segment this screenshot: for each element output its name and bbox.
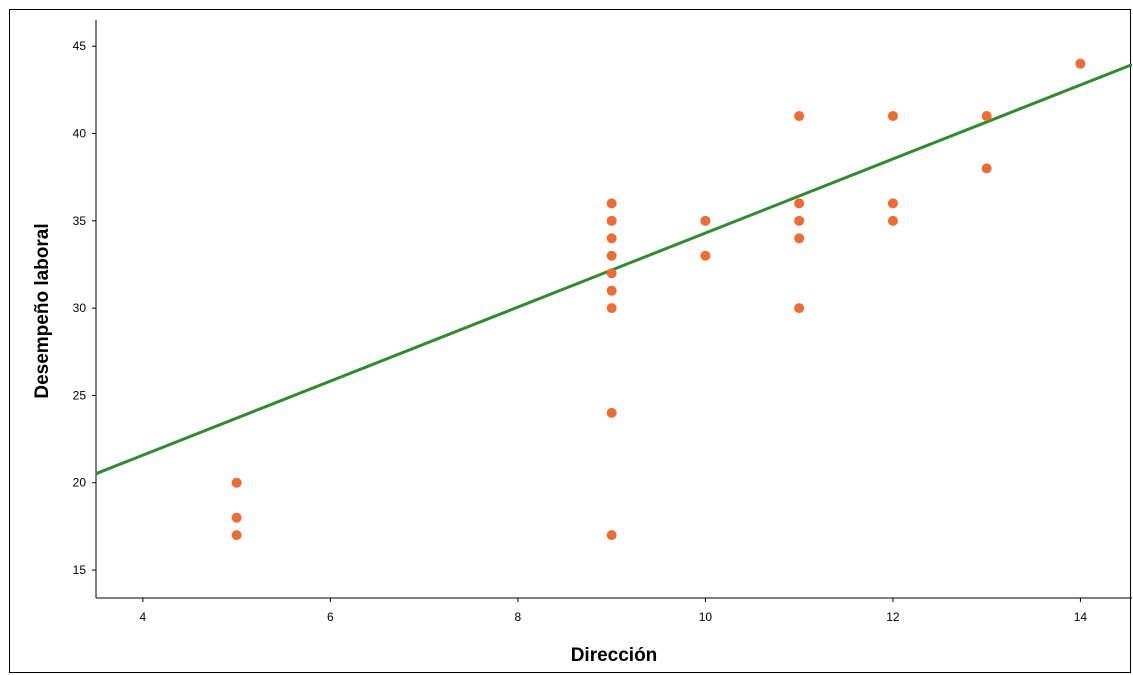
data-point: [1075, 58, 1086, 69]
data-point: [231, 530, 242, 541]
data-point: [606, 530, 617, 541]
x-tick-label: 4: [140, 610, 147, 624]
ticks: 4 6 8 10 12 14 15 20 25 30 35 40 45: [73, 39, 1088, 624]
data-point: [606, 198, 617, 209]
y-tick-label: 35: [73, 214, 87, 228]
data-point: [606, 233, 617, 244]
data-point: [794, 303, 805, 314]
data-point: [794, 233, 805, 244]
y-tick-label: 25: [73, 388, 87, 402]
data-point: [887, 215, 898, 226]
data-point: [231, 477, 242, 488]
x-axis-title: Dirección: [571, 645, 658, 666]
data-point: [700, 215, 711, 226]
axes: [95, 20, 1132, 599]
data-point: [794, 215, 805, 226]
x-tick-label: 12: [886, 610, 900, 624]
y-tick-label: 15: [73, 563, 87, 577]
x-tick-label: 6: [327, 610, 334, 624]
data-point: [887, 198, 898, 209]
data-point: [606, 407, 617, 418]
data-point: [606, 285, 617, 296]
y-tick-label: 40: [73, 127, 87, 141]
data-point: [794, 198, 805, 209]
x-tick-label: 8: [515, 610, 522, 624]
x-tick-label: 14: [1074, 610, 1088, 624]
data-point: [981, 163, 992, 174]
data-point: [606, 250, 617, 261]
y-tick-label: 20: [73, 476, 87, 490]
data-point: [700, 250, 711, 261]
y-tick-label: 45: [73, 39, 87, 53]
y-tick-label: 30: [73, 301, 87, 315]
y-axis-title: Desempeño laboral: [32, 223, 53, 398]
chart-frame: 4 6 8 10 12 14 15 20 25 30 35 40 45 Dirección Desemp…: [9, 9, 1132, 673]
data-point: [606, 268, 617, 279]
data-point: [887, 111, 898, 122]
data-point: [606, 215, 617, 226]
points-group: [231, 58, 1086, 541]
data-point: [981, 111, 992, 122]
data-point: [794, 111, 805, 122]
x-tick-label: 10: [699, 610, 713, 624]
data-point: [231, 512, 242, 523]
scatter-chart: 4 6 8 10 12 14 15 20 25 30 35 40 45 Dirección Desemp…: [32, 20, 1132, 666]
data-point: [606, 303, 617, 314]
